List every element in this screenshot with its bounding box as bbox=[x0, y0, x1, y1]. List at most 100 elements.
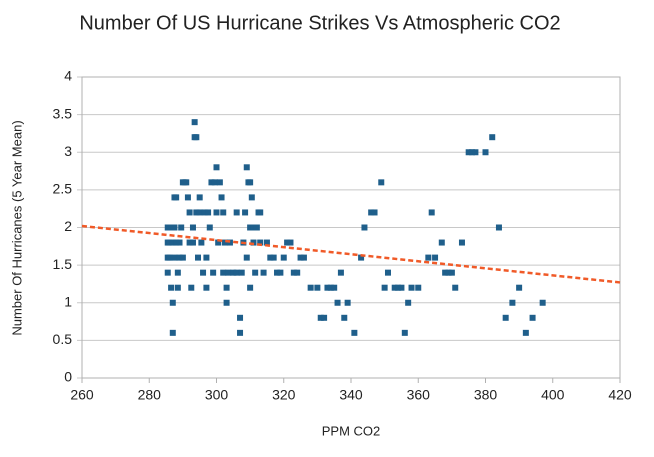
x-tick-label: 320 bbox=[272, 387, 296, 403]
plot-border bbox=[81, 76, 621, 379]
point bbox=[193, 209, 200, 216]
point bbox=[371, 209, 378, 216]
point bbox=[287, 239, 294, 246]
point bbox=[164, 269, 171, 276]
y-tick-label: 3 bbox=[64, 143, 72, 159]
point bbox=[317, 314, 324, 321]
x-tick-label: 340 bbox=[339, 387, 363, 403]
point bbox=[415, 284, 422, 291]
point bbox=[225, 269, 232, 276]
point bbox=[220, 209, 227, 216]
point bbox=[263, 239, 270, 246]
point bbox=[206, 224, 213, 231]
point bbox=[300, 254, 307, 261]
point bbox=[215, 239, 222, 246]
point bbox=[250, 239, 257, 246]
point bbox=[218, 194, 225, 201]
point bbox=[337, 269, 344, 276]
point bbox=[489, 134, 496, 141]
point bbox=[290, 269, 297, 276]
point bbox=[327, 284, 334, 291]
point bbox=[448, 269, 455, 276]
point bbox=[203, 284, 210, 291]
y-tick-label: 0 bbox=[64, 369, 72, 385]
point bbox=[321, 314, 328, 321]
point bbox=[230, 269, 237, 276]
point bbox=[358, 254, 365, 261]
point bbox=[277, 269, 284, 276]
point bbox=[208, 179, 215, 186]
point bbox=[189, 224, 196, 231]
point bbox=[174, 284, 181, 291]
point bbox=[516, 284, 523, 291]
x-tick-label: 380 bbox=[474, 387, 498, 403]
point bbox=[341, 314, 348, 321]
point bbox=[211, 179, 218, 186]
point bbox=[384, 269, 391, 276]
point bbox=[408, 284, 415, 291]
point bbox=[361, 224, 368, 231]
point bbox=[495, 224, 502, 231]
point bbox=[238, 269, 245, 276]
x-tick-label: 360 bbox=[407, 387, 431, 403]
point bbox=[166, 254, 173, 261]
point bbox=[280, 254, 287, 261]
point bbox=[257, 239, 264, 246]
point bbox=[381, 284, 388, 291]
point bbox=[405, 299, 412, 306]
point bbox=[270, 254, 277, 261]
point bbox=[168, 284, 175, 291]
point bbox=[324, 284, 331, 291]
point bbox=[438, 239, 445, 246]
point bbox=[213, 209, 220, 216]
point bbox=[184, 194, 191, 201]
point bbox=[166, 239, 173, 246]
point bbox=[164, 224, 171, 231]
x-tick-label: 260 bbox=[70, 387, 94, 403]
point bbox=[169, 299, 176, 306]
point bbox=[176, 254, 183, 261]
point bbox=[442, 269, 449, 276]
point bbox=[233, 209, 240, 216]
point bbox=[445, 269, 452, 276]
point bbox=[432, 254, 439, 261]
point bbox=[482, 149, 489, 156]
point bbox=[243, 164, 250, 171]
point bbox=[260, 269, 267, 276]
point bbox=[502, 314, 509, 321]
y-tick-label: 2.5 bbox=[53, 181, 73, 197]
y-tick-label: 0.5 bbox=[53, 331, 73, 347]
x-tick-label: 280 bbox=[138, 387, 162, 403]
point bbox=[247, 284, 254, 291]
trendline bbox=[81, 224, 621, 284]
point bbox=[267, 254, 274, 261]
point bbox=[378, 179, 385, 186]
point bbox=[314, 284, 321, 291]
point bbox=[391, 284, 398, 291]
point bbox=[174, 269, 181, 276]
x-tick-label: 300 bbox=[205, 387, 229, 403]
point bbox=[195, 254, 202, 261]
point bbox=[428, 209, 435, 216]
point bbox=[237, 329, 244, 336]
x-tick-label: 400 bbox=[541, 387, 565, 403]
point bbox=[171, 224, 178, 231]
point bbox=[398, 284, 405, 291]
point bbox=[176, 239, 183, 246]
point bbox=[201, 209, 208, 216]
y-tick-label: 4 bbox=[64, 68, 72, 84]
point bbox=[458, 239, 465, 246]
point bbox=[179, 254, 186, 261]
point bbox=[243, 254, 250, 261]
point bbox=[257, 209, 264, 216]
point bbox=[196, 194, 203, 201]
point bbox=[344, 299, 351, 306]
point bbox=[297, 254, 304, 261]
point bbox=[200, 269, 207, 276]
point bbox=[186, 239, 193, 246]
point bbox=[252, 269, 259, 276]
point bbox=[253, 224, 260, 231]
point bbox=[237, 314, 244, 321]
point bbox=[334, 299, 341, 306]
